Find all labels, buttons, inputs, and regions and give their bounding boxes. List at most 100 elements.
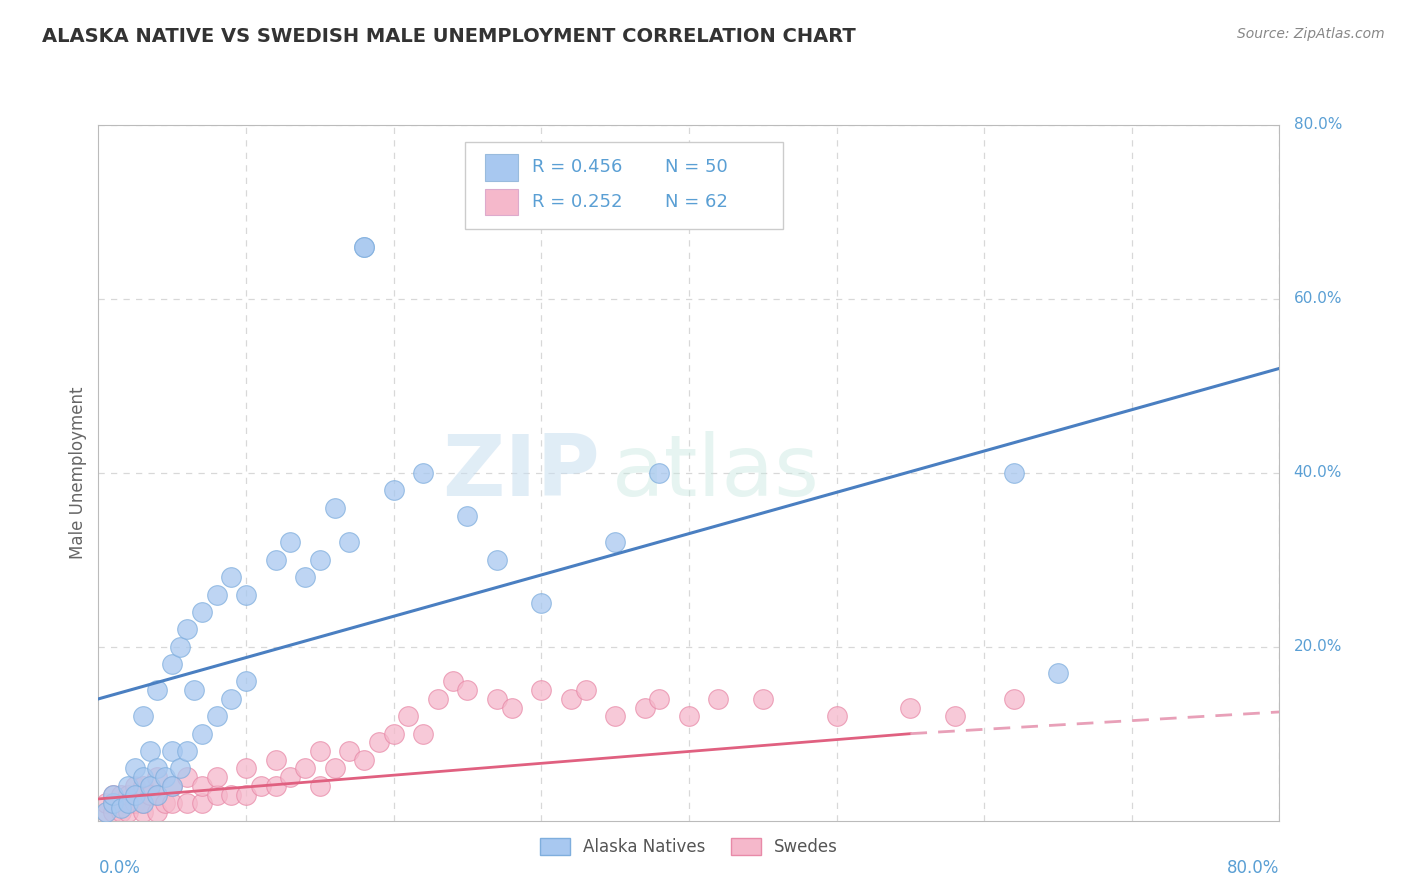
Point <box>103 788 125 802</box>
Point <box>132 770 155 784</box>
Point <box>396 709 419 723</box>
Point <box>146 761 169 775</box>
Point <box>309 779 332 793</box>
Point <box>124 779 146 793</box>
Point <box>117 779 139 793</box>
Point <box>139 779 162 793</box>
Point <box>294 761 316 775</box>
Point <box>707 692 730 706</box>
Point <box>205 587 228 601</box>
Point <box>162 796 183 810</box>
Point <box>139 744 162 758</box>
Point <box>132 805 155 819</box>
Point <box>94 805 117 819</box>
Point <box>219 788 242 802</box>
Point <box>278 770 302 784</box>
Point <box>943 709 966 723</box>
Point <box>124 796 146 810</box>
Point <box>110 800 132 814</box>
Point <box>205 770 228 784</box>
Point <box>250 779 273 793</box>
Point <box>605 709 627 723</box>
Point <box>191 779 214 793</box>
Point <box>648 692 671 706</box>
Point <box>169 640 191 654</box>
Point <box>368 735 391 749</box>
Point <box>264 779 287 793</box>
Point <box>117 805 139 819</box>
Point <box>751 692 773 706</box>
Point <box>235 587 257 601</box>
Point <box>146 805 169 819</box>
Point <box>139 788 162 802</box>
Point <box>117 788 139 802</box>
Text: 40.0%: 40.0% <box>1294 466 1341 480</box>
Point <box>678 709 700 723</box>
Text: R = 0.252: R = 0.252 <box>531 193 623 211</box>
Point <box>169 761 191 775</box>
Point <box>309 552 332 567</box>
Point <box>1046 665 1069 680</box>
Point <box>162 779 183 793</box>
Point <box>648 466 671 480</box>
FancyBboxPatch shape <box>464 142 783 229</box>
Point <box>323 761 346 775</box>
Point <box>1002 466 1025 480</box>
Point <box>825 709 848 723</box>
Point <box>501 700 523 714</box>
Text: 60.0%: 60.0% <box>1294 292 1343 306</box>
Text: N = 50: N = 50 <box>665 158 728 177</box>
Point <box>146 788 169 802</box>
Point <box>235 674 257 689</box>
Point <box>323 500 346 515</box>
Point <box>412 726 434 740</box>
Point <box>94 796 117 810</box>
Point <box>264 753 287 767</box>
Point <box>162 779 183 793</box>
Point <box>162 744 183 758</box>
Point <box>110 788 132 802</box>
Point <box>412 466 434 480</box>
Point <box>382 726 405 740</box>
Point <box>132 709 155 723</box>
Point <box>353 239 375 253</box>
Point <box>456 509 478 524</box>
Point <box>191 796 214 810</box>
Point <box>205 788 228 802</box>
Point <box>176 796 198 810</box>
Point <box>441 674 464 689</box>
Point <box>900 700 922 714</box>
Point <box>124 761 146 775</box>
Text: ZIP: ZIP <box>443 431 600 515</box>
Point <box>353 239 375 253</box>
Point <box>103 796 125 810</box>
Point <box>103 805 125 819</box>
Point <box>117 796 139 810</box>
Text: 80.0%: 80.0% <box>1294 118 1341 132</box>
Point <box>176 770 198 784</box>
Point <box>103 796 125 810</box>
Point <box>353 753 375 767</box>
Point <box>486 552 509 567</box>
Point <box>219 692 242 706</box>
Point <box>235 788 257 802</box>
Text: 0.0%: 0.0% <box>98 859 141 877</box>
Point <box>605 535 627 549</box>
Text: N = 62: N = 62 <box>665 193 728 211</box>
Point <box>427 692 450 706</box>
Point <box>219 570 242 584</box>
Bar <box>485 189 517 215</box>
Point <box>132 796 155 810</box>
Bar <box>485 154 517 180</box>
Point <box>132 796 155 810</box>
Point <box>103 788 125 802</box>
Point <box>633 700 655 714</box>
Point <box>153 796 176 810</box>
Point <box>191 726 214 740</box>
Point <box>530 596 553 610</box>
Point <box>176 623 198 637</box>
Point <box>574 683 596 698</box>
Point <box>132 779 155 793</box>
Point <box>191 605 214 619</box>
Point <box>456 683 478 698</box>
